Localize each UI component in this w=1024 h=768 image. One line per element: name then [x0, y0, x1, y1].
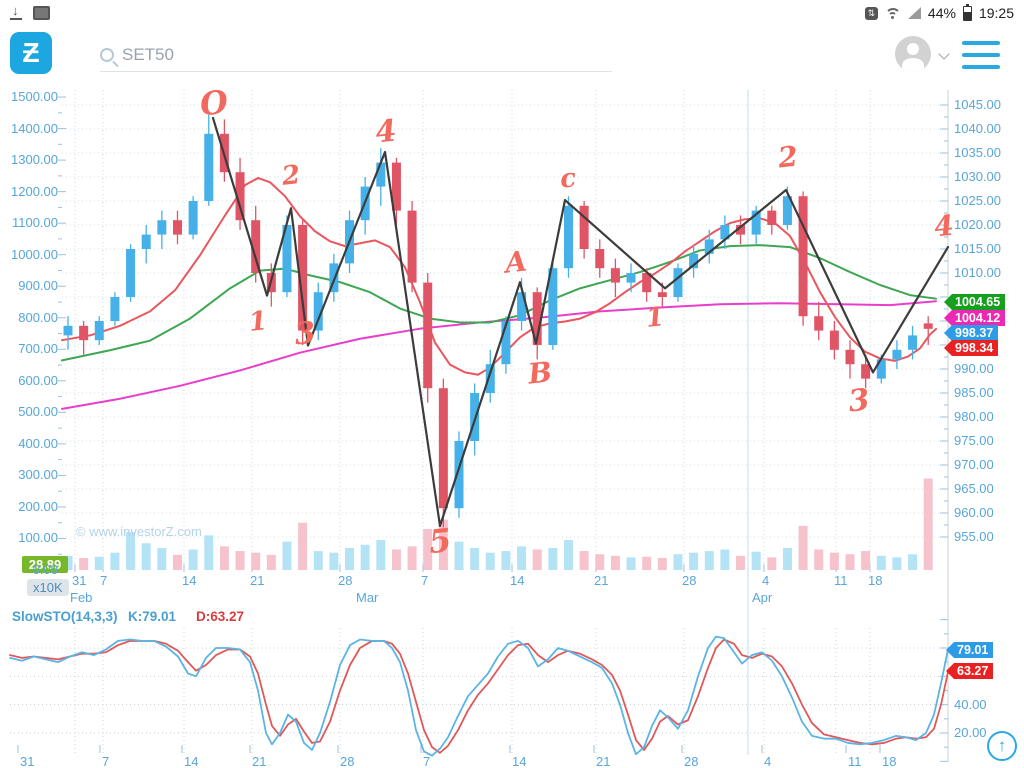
x-axis-label: 11 [834, 573, 848, 588]
indicator-tag: 79.01 [946, 642, 994, 658]
right-axis-label: 970.00 [954, 457, 994, 472]
stoch-x-axis-label: 31 [20, 754, 35, 768]
right-axis-label: 960.00 [954, 505, 994, 520]
month-label: Mar [356, 590, 379, 605]
avatar[interactable] [895, 36, 931, 72]
stochastic-title: SlowSTO(14,3,3) [12, 609, 118, 624]
left-axis-label: 400.00 [18, 435, 58, 451]
right-axis-label: 1015.00 [954, 241, 1001, 256]
stochastic-d-label: D:63.27 [196, 609, 245, 624]
left-axis-label: 1400.00 [11, 120, 58, 136]
right-axis-label: 965.00 [954, 481, 994, 496]
clock: 19:25 [978, 5, 1014, 21]
scroll-to-top-button[interactable]: ↑ [987, 731, 1017, 761]
right-axis-label: 980.00 [954, 409, 994, 424]
right-axis-label: 1025.00 [954, 193, 1001, 208]
stoch-x-axis-label: 18 [882, 754, 897, 768]
right-axis-label: 1035.00 [954, 145, 1001, 160]
stoch-x-axis-label: 7 [423, 754, 431, 768]
x-axis-label: 14 [510, 573, 525, 588]
battery-icon [962, 3, 972, 21]
left-axis-label: 700.00 [18, 341, 58, 357]
left-axis-label: 1000.00 [11, 246, 58, 262]
x-axis-label: 4 [762, 573, 770, 588]
watermark: © www.investorZ.com [76, 524, 202, 539]
left-axis-label: 200.00 [18, 498, 58, 514]
x-axis-label: 28 [682, 573, 697, 588]
month-label: Feb [70, 590, 93, 605]
price-tag: 1004.12 [944, 310, 1006, 326]
search-input[interactable] [122, 44, 422, 65]
left-axis-label: 1300.00 [11, 152, 58, 168]
left-axis-label: 800.00 [18, 309, 58, 325]
chevron-down-icon[interactable] [938, 48, 950, 60]
stoch-x-axis-label: 14 [512, 754, 527, 768]
app-header: Ƶ [0, 26, 1024, 82]
gallery-icon [33, 6, 50, 20]
smart-manager-icon: ⇅ [864, 6, 878, 20]
chart-canvas[interactable] [62, 90, 948, 570]
menu-button[interactable] [962, 41, 1000, 69]
app-logo[interactable]: Ƶ [10, 32, 52, 74]
left-axis-label: 900.00 [18, 278, 58, 294]
stoch-x-axis-label: 28 [340, 754, 355, 768]
download-icon [10, 3, 23, 20]
wifi-icon [884, 7, 901, 19]
stoch-axis-label: 20.00 [954, 725, 987, 740]
left-axis-label: 1500.00 [11, 89, 58, 105]
stoch-x-axis-label: 21 [252, 754, 267, 768]
right-axis-label: 1010.00 [954, 265, 1001, 280]
right-axis-label: 1040.00 [954, 121, 1001, 136]
left-axis-label: 1100.00 [11, 215, 58, 231]
search-bar [100, 38, 612, 72]
price-tag: 998.37 [944, 325, 999, 341]
price-tag: 1004.65 [944, 294, 1006, 310]
left-axis-label: 500.00 [18, 404, 58, 420]
stoch-x-axis-label: 21 [596, 754, 611, 768]
right-axis-label: 1030.00 [954, 169, 1001, 184]
price-tag: 998.34 [944, 340, 999, 356]
right-axis-label: 1020.00 [954, 217, 1001, 232]
x-axis-label: 14 [182, 573, 197, 588]
x-axis-label: 28 [338, 573, 353, 588]
status-bar: ⇅ 44% 19:25 [0, 0, 1024, 26]
indicator-tag: 63.27 [946, 663, 994, 679]
x-axis-label: 7 [421, 573, 429, 588]
right-axis-label: 985.00 [954, 385, 994, 400]
stoch-x-axis-label: 4 [764, 754, 772, 768]
left-axis-label: 300.00 [18, 467, 58, 483]
left-axis-label: 100.00 [18, 530, 58, 546]
left-axis-label: 0.00 [32, 562, 58, 577]
volume-unit-badge: x10K [27, 579, 69, 596]
x-axis-label: 18 [868, 573, 883, 588]
right-axis-label: 1045.00 [954, 97, 1001, 112]
right-axis-label: 955.00 [954, 529, 994, 544]
stoch-axis-label: 40.00 [954, 696, 987, 712]
search-icon [100, 47, 114, 62]
x-axis-label: 31 [72, 573, 87, 588]
month-label: Apr [752, 590, 773, 605]
left-axis-label: 1200.00 [11, 183, 58, 199]
volume-tag: 28.89 [22, 556, 68, 573]
x-axis-label: 21 [250, 573, 265, 588]
stoch-x-axis-label: 7 [102, 754, 110, 768]
left-axis-label: 600.00 [18, 372, 58, 388]
signal-icon [907, 7, 921, 19]
x-axis-label: 7 [100, 573, 108, 588]
battery-percent: 44% [927, 5, 956, 21]
right-axis-label: 990.00 [954, 361, 994, 376]
stochastic-k-label: K:79.01 [128, 609, 177, 624]
x-axis-label: 21 [594, 573, 609, 588]
right-axis-label: 975.00 [954, 433, 994, 448]
stoch-x-axis-label: 11 [848, 754, 862, 768]
stoch-x-axis-label: 28 [684, 754, 699, 768]
stoch-x-axis-label: 14 [184, 754, 199, 768]
